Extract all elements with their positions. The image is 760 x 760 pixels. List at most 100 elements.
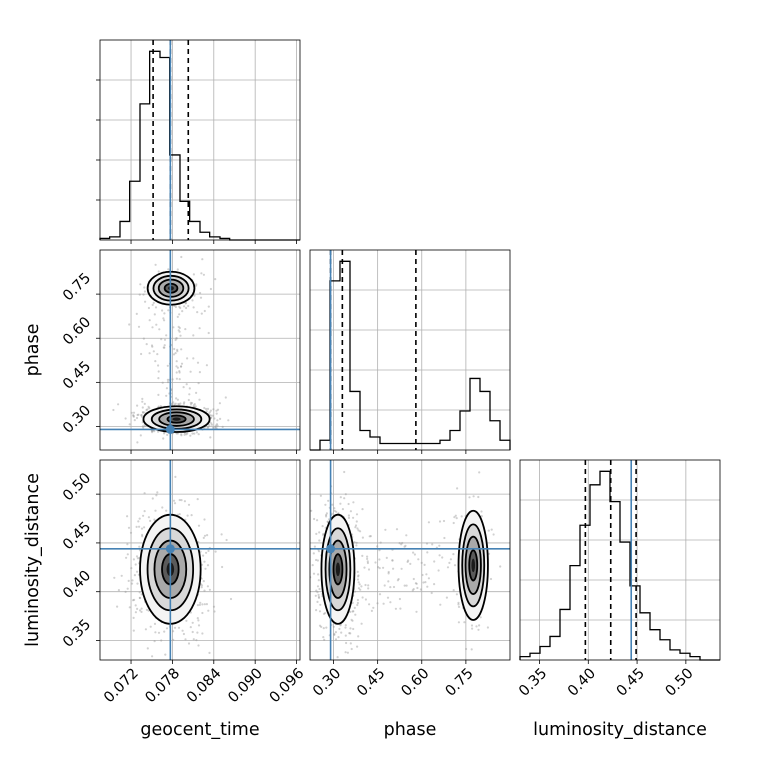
sample-point <box>172 638 175 642</box>
sample-point <box>413 553 416 556</box>
sample-point <box>135 555 139 558</box>
sample-point <box>132 616 135 620</box>
sample-point <box>189 370 192 373</box>
sample-point <box>308 588 310 590</box>
sample-point <box>492 533 495 536</box>
sample-point <box>202 536 205 540</box>
sample-point <box>141 397 144 400</box>
sample-point <box>160 639 163 642</box>
sample-point <box>430 591 433 595</box>
sample-point <box>132 415 135 418</box>
sample-point <box>370 609 373 613</box>
sample-point <box>191 621 194 624</box>
y-tick-label-phase: 0.60 <box>60 314 94 348</box>
sample-point <box>317 550 321 553</box>
sample-point <box>193 403 196 406</box>
sample-point <box>344 634 347 637</box>
sample-point <box>202 273 205 276</box>
sample-point <box>477 628 480 631</box>
x-axis-label-luminosity_distance: luminosity_distance <box>533 720 707 740</box>
y-tick-label-luminosity_distance: 0.45 <box>60 519 94 553</box>
joint-content <box>100 250 300 450</box>
sample-point <box>336 656 339 659</box>
sample-point <box>153 622 157 626</box>
sample-point <box>187 398 190 402</box>
sample-point <box>138 517 141 520</box>
sample-point <box>350 618 353 621</box>
sample-point <box>132 411 136 414</box>
sample-point <box>215 409 218 412</box>
sample-point <box>361 508 364 511</box>
sample-point <box>153 313 156 316</box>
sample-point <box>312 552 315 555</box>
sample-point <box>191 299 194 302</box>
sample-point <box>456 487 459 490</box>
sample-point <box>313 545 316 548</box>
sample-point <box>138 591 141 594</box>
sample-point <box>227 419 230 422</box>
sample-point <box>356 570 359 574</box>
sample-point <box>174 352 177 355</box>
sample-point <box>203 534 207 537</box>
sample-point <box>322 636 325 639</box>
sample-point <box>487 529 490 532</box>
sample-point <box>442 519 446 523</box>
sample-point <box>183 500 186 503</box>
sample-point <box>166 381 170 384</box>
sample-point <box>142 293 145 296</box>
sample-point <box>130 411 133 414</box>
sample-point <box>189 434 192 437</box>
sample-point <box>349 627 352 630</box>
x-tick-label-geocent_time: 0.084 <box>184 666 225 707</box>
sample-point <box>392 567 395 570</box>
x-tick-label-phase: 0.30 <box>310 666 344 700</box>
sample-point <box>193 432 196 435</box>
y-tick-label-luminosity_distance: 0.50 <box>60 470 94 504</box>
sample-point <box>395 528 399 531</box>
sample-point <box>138 293 141 296</box>
sample-point <box>158 328 161 331</box>
sample-point <box>140 610 143 614</box>
sample-point <box>347 516 351 520</box>
sample-point <box>354 613 357 616</box>
sample-point <box>325 626 328 629</box>
sample-point <box>344 626 347 629</box>
sample-point <box>433 583 436 586</box>
axes-frame <box>519 459 721 661</box>
sample-point <box>349 610 352 614</box>
sample-point <box>214 278 217 281</box>
sample-point <box>184 301 188 304</box>
sample-point <box>154 631 157 634</box>
sample-point <box>397 578 400 581</box>
sample-point <box>355 544 358 547</box>
contour-line-2 <box>328 539 348 599</box>
sample-point <box>209 287 212 291</box>
sample-point <box>161 309 164 312</box>
sample-point <box>135 416 139 420</box>
sample-point <box>162 346 165 349</box>
sample-point <box>207 305 210 308</box>
sample-point <box>206 662 208 664</box>
sample-point <box>213 417 216 420</box>
sample-point <box>195 431 198 434</box>
sample-point <box>134 563 137 566</box>
sample-point <box>157 631 161 634</box>
sample-point <box>385 556 388 560</box>
sample-point <box>339 624 342 627</box>
sample-point <box>151 497 154 500</box>
contour-line-3 <box>468 549 479 582</box>
sample-point <box>186 514 189 517</box>
sample-point <box>144 300 147 303</box>
sample-point <box>124 417 127 420</box>
sample-point <box>352 501 355 504</box>
sample-point <box>173 626 177 629</box>
sample-point <box>424 581 427 584</box>
contour-line-1 <box>324 527 352 612</box>
sample-point <box>193 294 196 297</box>
sample-point <box>353 606 356 610</box>
sample-point <box>188 393 191 396</box>
sample-point <box>139 283 142 286</box>
sample-point <box>206 585 209 588</box>
sample-point <box>179 334 182 337</box>
sample-point <box>178 313 181 316</box>
